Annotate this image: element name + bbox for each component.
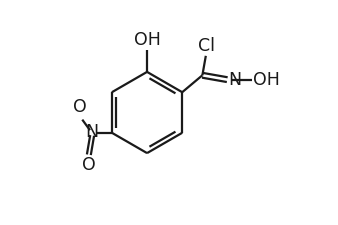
Text: N: N bbox=[228, 71, 241, 89]
Text: N: N bbox=[86, 123, 99, 141]
Text: O: O bbox=[82, 156, 96, 174]
Text: Cl: Cl bbox=[198, 37, 215, 55]
Text: OH: OH bbox=[253, 71, 280, 89]
Text: O: O bbox=[73, 98, 87, 116]
Text: OH: OH bbox=[134, 31, 161, 49]
